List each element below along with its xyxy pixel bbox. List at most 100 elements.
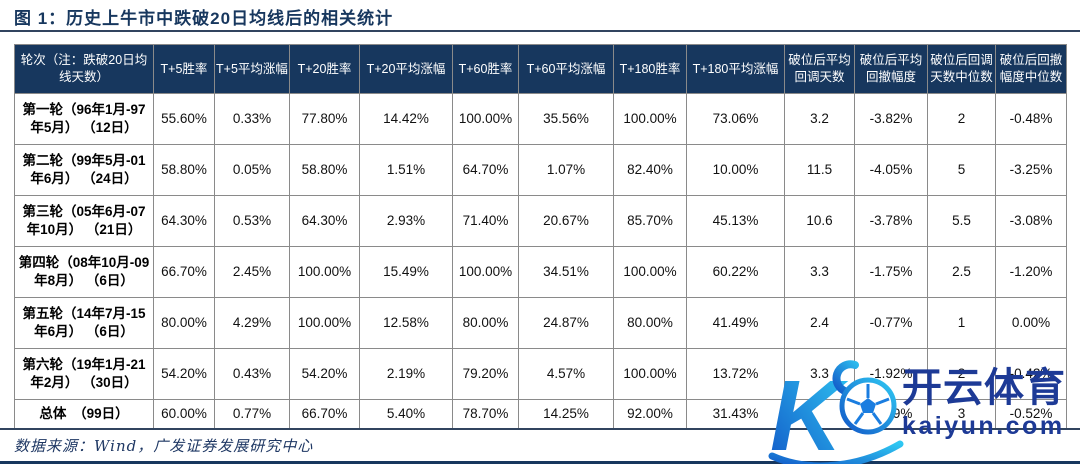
cell: -3.82% <box>854 93 928 145</box>
cell: -1.20% <box>995 246 1067 298</box>
cell: 100.00% <box>452 93 519 145</box>
table-row: 第二轮（99年5月-01年6月） （24日） 58.80% 0.05% 58.80% 1… <box>14 144 1067 196</box>
cell: 100.00% <box>613 93 687 145</box>
cell: 13.72% <box>686 348 785 400</box>
cell: 14.42% <box>359 93 453 145</box>
cell: 54.20% <box>153 348 215 400</box>
cell: 78.70% <box>452 399 519 430</box>
cell: 80.00% <box>452 297 519 349</box>
cell: 12.58% <box>359 297 453 349</box>
cell: -2.89% <box>854 399 928 430</box>
cell: 58.80% <box>289 144 360 196</box>
cell: -0.77% <box>854 297 928 349</box>
column-header: 破位后平均回撤幅度 <box>854 44 928 94</box>
cell: 45.13% <box>686 195 785 247</box>
cell: 79.20% <box>452 348 519 400</box>
cell: 0.33% <box>214 93 290 145</box>
column-header: T+180胜率 <box>613 44 687 94</box>
cell: 66.70% <box>153 246 215 298</box>
cell: 2.4 <box>784 297 855 349</box>
cell: 2.45% <box>214 246 290 298</box>
column-header: T+5胜率 <box>153 44 215 94</box>
cell: 85.70% <box>613 195 687 247</box>
cell: -0.48% <box>995 93 1067 145</box>
cell: 100.00% <box>613 348 687 400</box>
column-header: T+180平均涨幅 <box>686 44 785 94</box>
row-label: 第二轮（99年5月-01年6月） （24日） <box>14 144 154 196</box>
cell: 4.29% <box>214 297 290 349</box>
cell: 54.20% <box>289 348 360 400</box>
cell: 0.43% <box>214 348 290 400</box>
cell: 5 <box>927 144 996 196</box>
page-bottom-bar <box>0 461 1080 464</box>
row-label: 总体 （99日） <box>14 399 154 430</box>
column-header: T+20平均涨幅 <box>359 44 453 94</box>
cell: 100.00% <box>452 246 519 298</box>
cell: 1.51% <box>359 144 453 196</box>
cell: 64.70% <box>452 144 519 196</box>
row-label: 第一轮（96年1月-97年5月） （12日） <box>14 93 154 145</box>
table-row: 第三轮（05年6月-07年10月） （21日） 64.30% 0.53% 64.30%… <box>14 195 1067 247</box>
cell: 1 <box>927 297 996 349</box>
row-label: 第四轮（08年10月-09年8月） （6日） <box>14 246 154 298</box>
cell: -3.08% <box>995 195 1067 247</box>
cell: 66.70% <box>289 399 360 430</box>
table-row: 第六轮（19年1月-21年2月） （30日） 54.20% 0.43% 54.20% 2… <box>14 348 1067 400</box>
cell: 14.25% <box>518 399 614 430</box>
cell: 20.67% <box>518 195 614 247</box>
cell: 2.93% <box>359 195 453 247</box>
cell: 2 <box>927 348 996 400</box>
cell: 4.57% <box>518 348 614 400</box>
cell: 92.00% <box>613 399 687 430</box>
cell: 80.00% <box>153 297 215 349</box>
cell: 0.53% <box>214 195 290 247</box>
column-header: 破位后平均回调天数 <box>784 44 855 94</box>
cell: 55.60% <box>153 93 215 145</box>
cell: 11.5 <box>784 144 855 196</box>
cell: 100.00% <box>289 297 360 349</box>
cell: 60.00% <box>153 399 215 430</box>
column-header: 破位后回调天数中位数 <box>927 44 996 94</box>
cell: 82.40% <box>613 144 687 196</box>
cell: -0.42% <box>995 348 1067 400</box>
cell: -4.05% <box>854 144 928 196</box>
cell <box>784 399 855 430</box>
title-divider <box>0 30 1080 32</box>
cell: 3 <box>927 399 996 430</box>
cell: 80.00% <box>613 297 687 349</box>
cell: 1.07% <box>518 144 614 196</box>
cell: 31.43% <box>686 399 785 430</box>
cell: 2.5 <box>927 246 996 298</box>
cell: 77.80% <box>289 93 360 145</box>
cell: -1.92% <box>854 348 928 400</box>
cell: 60.22% <box>686 246 785 298</box>
column-header: T+60平均涨幅 <box>518 44 614 94</box>
row-label: 第五轮（14年7月-15年6月） （6日） <box>14 297 154 349</box>
cell: -1.75% <box>854 246 928 298</box>
cell: 2 <box>927 93 996 145</box>
cell: 71.40% <box>452 195 519 247</box>
cell: 10.00% <box>686 144 785 196</box>
row-label: 第六轮（19年1月-21年2月） （30日） <box>14 348 154 400</box>
cell: 15.49% <box>359 246 453 298</box>
cell: -3.25% <box>995 144 1067 196</box>
cell: 24.87% <box>518 297 614 349</box>
cell: 0.05% <box>214 144 290 196</box>
column-header: T+5平均涨幅 <box>214 44 290 94</box>
cell: 10.6 <box>784 195 855 247</box>
cell: 64.30% <box>289 195 360 247</box>
row-label: 第三轮（05年6月-07年10月） （21日） <box>14 195 154 247</box>
column-header: T+20胜率 <box>289 44 360 94</box>
cell: -0.52% <box>995 399 1067 430</box>
cell: 0.77% <box>214 399 290 430</box>
table-row: 第一轮（96年1月-97年5月） （12日） 55.60% 0.33% 77.80% 1… <box>14 93 1067 145</box>
cell: 73.06% <box>686 93 785 145</box>
cell: 5.5 <box>927 195 996 247</box>
table-row: 第五轮（14年7月-15年6月） （6日） 80.00% 4.29% 100.00% 1… <box>14 297 1067 349</box>
cell: 5.40% <box>359 399 453 430</box>
cell: 0.00% <box>995 297 1067 349</box>
cell: 41.49% <box>686 297 785 349</box>
column-header: 轮次（注：跌破20日均线天数） <box>14 44 154 94</box>
cell: 58.80% <box>153 144 215 196</box>
data-source-note: 数据来源：Wind，广发证券发展研究中心 <box>14 437 314 455</box>
